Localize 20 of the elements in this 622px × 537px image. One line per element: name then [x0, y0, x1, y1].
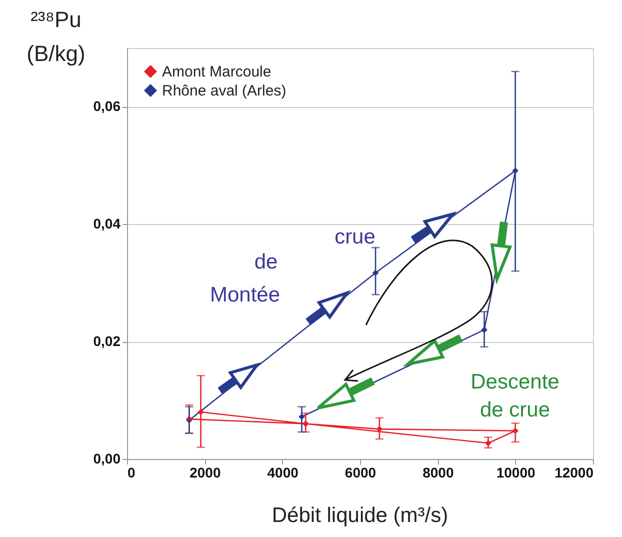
legend-label: Rhône aval (Arles) [162, 82, 286, 100]
annotation: de [254, 250, 278, 274]
y-tick-label: 0,00 [93, 450, 121, 466]
x-tick-label: 6000 [344, 464, 376, 480]
legend-label: Amont Marcoule [162, 64, 272, 80]
y-axis-title: ²³⁸Pu (B/kg) [26, 7, 86, 66]
x-tick-label: 12000 [554, 464, 594, 480]
y-tick-label: 0,04 [93, 216, 121, 232]
x-axis-title: Débit liquide (m³/s) [272, 504, 448, 527]
x-tick-label: 0 [128, 464, 136, 480]
x-tick-label: 4000 [267, 464, 299, 480]
annotation: crue [334, 226, 376, 249]
annotation: de crue [480, 398, 550, 422]
x-tick-label: 2000 [190, 464, 221, 480]
annotation: Descente [470, 370, 560, 394]
x-tick-label: 10000 [496, 464, 536, 480]
annotation: Montée [210, 284, 280, 307]
y-tick-label: 0,02 [93, 333, 121, 350]
x-tick-label: 8000 [422, 464, 454, 480]
y-tick-label: 0,06 [93, 98, 121, 114]
